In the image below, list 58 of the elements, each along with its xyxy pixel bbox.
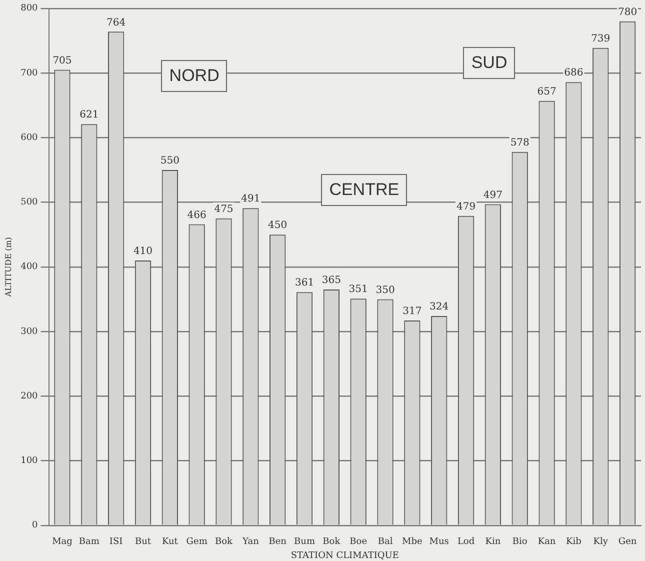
y-tick-label: 300 (20, 326, 38, 337)
y-tick-label: 400 (20, 262, 38, 272)
data-label: 578 (510, 137, 530, 148)
x-tick-label: Bum (294, 537, 316, 548)
y-tick-label: 700 (20, 68, 38, 78)
data-label: 780 (618, 6, 638, 18)
x-tick-label: Kut (162, 537, 178, 548)
x-axis-title: STATION CLIMATIQUE (290, 550, 399, 561)
x-tick-label: But (134, 537, 152, 548)
data-label: 491 (241, 194, 260, 205)
x-tick-label: Mus (429, 537, 450, 548)
x-tick-label: Bal (378, 537, 393, 548)
x-tick-label: Mag (52, 537, 73, 548)
y-tick-label: 500 (20, 198, 38, 208)
x-tick-label: Kib (566, 537, 582, 548)
data-label: 361 (294, 278, 314, 289)
x-tick-label: Ben (268, 537, 287, 548)
data-label: 317 (402, 306, 422, 318)
x-tick-label: Gem (186, 537, 208, 548)
data-label: 621 (80, 110, 99, 121)
data-label: 705 (52, 55, 72, 66)
x-tick-label: Kin (485, 537, 501, 548)
y-tick-label: 100 (20, 456, 38, 466)
x-tick-label: Gen (618, 537, 637, 548)
data-label: 657 (537, 86, 556, 98)
x-tick-label: Mbe (402, 537, 422, 548)
x-tick-label: Kan (538, 537, 556, 548)
data-label: 365 (322, 275, 341, 286)
data-label: 475 (214, 204, 234, 216)
data-label: 497 (483, 190, 502, 201)
data-label: 350 (376, 284, 395, 296)
x-tick-label: ISI (109, 537, 124, 548)
x-tick-label: Kly (593, 537, 609, 548)
x-tick-label: Bio (512, 537, 528, 548)
data-label: 764 (106, 17, 126, 28)
y-tick-label: 800 (20, 4, 38, 14)
data-label: 351 (348, 284, 368, 296)
x-tick-label: Yan (241, 537, 260, 548)
annotation: SUD (463, 47, 516, 80)
x-tick-label: Bok (215, 537, 234, 548)
data-label: 550 (160, 156, 180, 167)
y-tick-label: 600 (20, 132, 38, 143)
data-label: 324 (430, 302, 449, 313)
data-label: 450 (268, 220, 288, 232)
y-tick-label: 0 (32, 520, 38, 531)
data-label: 739 (591, 33, 610, 44)
y-tick-label: 200 (20, 391, 38, 402)
annotation: NORD (161, 60, 228, 92)
data-label: 410 (133, 246, 153, 258)
annotation: CENTRE (321, 174, 408, 206)
data-label: 466 (187, 210, 206, 221)
data-label: 686 (564, 68, 584, 79)
x-tick-label: Boe (350, 537, 368, 548)
y-axis-title: ALTITUDE (m) (4, 237, 13, 298)
x-tick-label: Bam (78, 537, 100, 548)
x-tick-label: Bok (322, 537, 341, 548)
data-label: 479 (456, 201, 476, 212)
x-tick-label: Lod (457, 537, 475, 548)
